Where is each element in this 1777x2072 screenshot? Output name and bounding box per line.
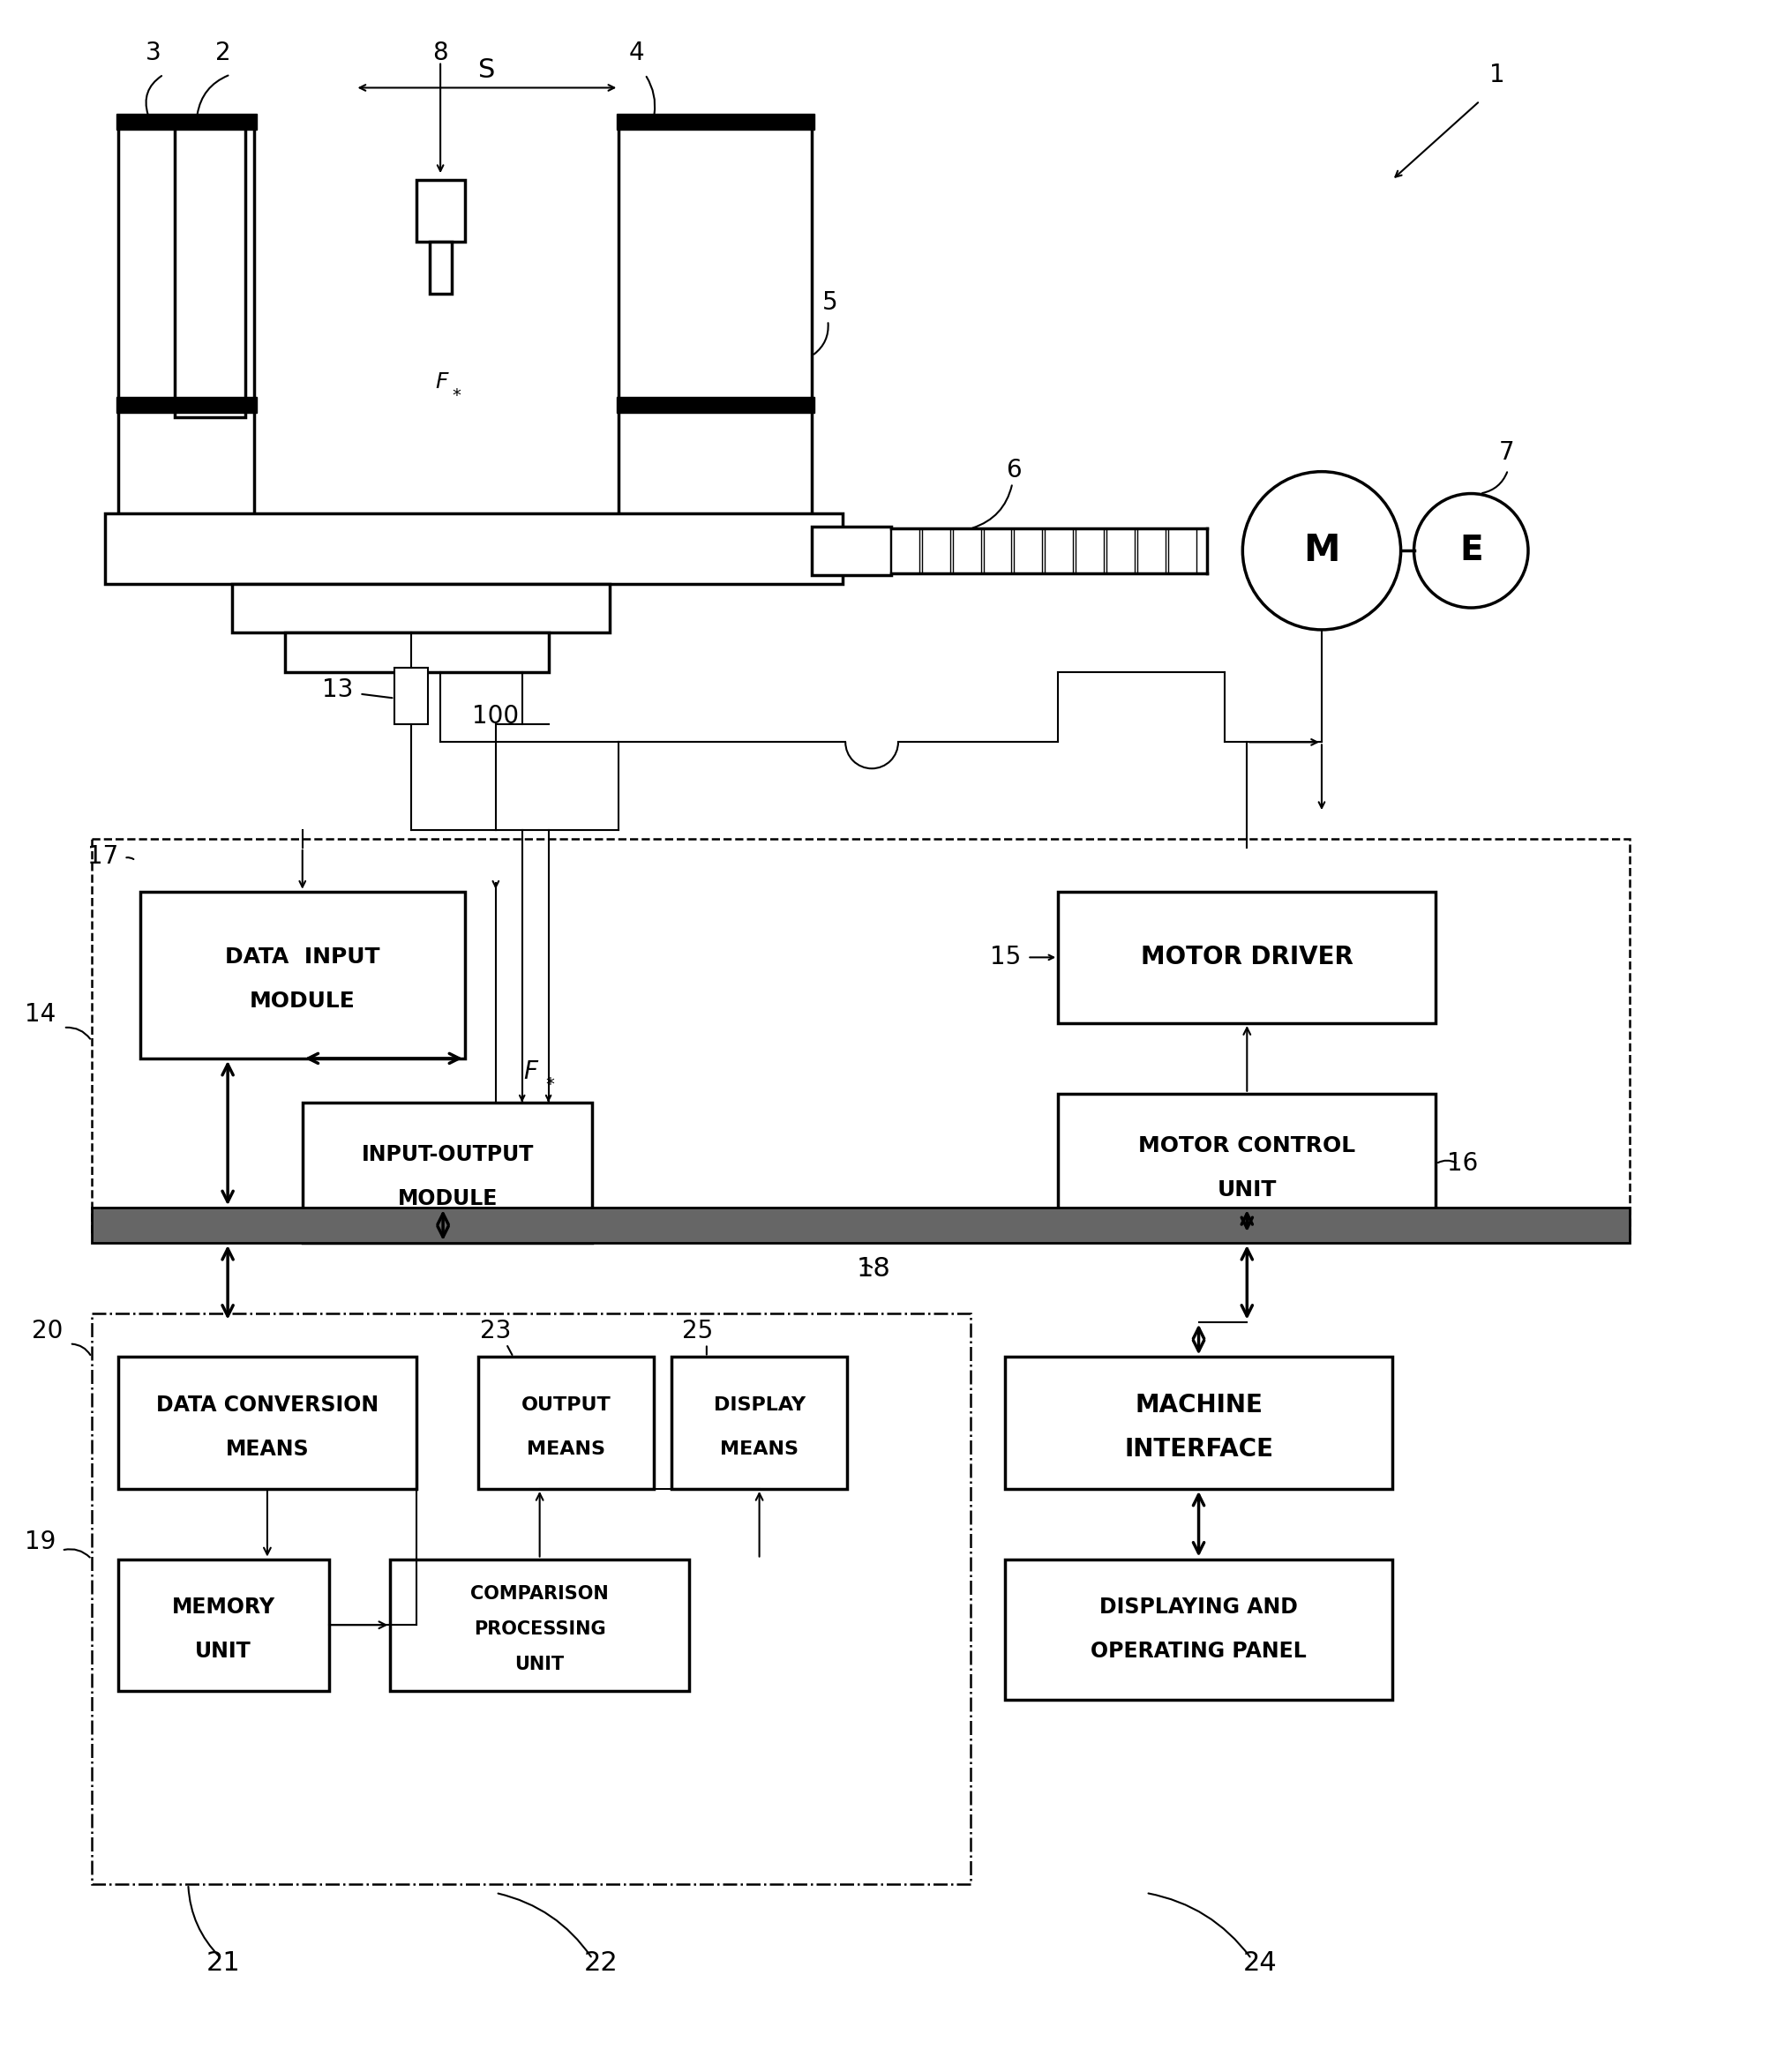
Bar xyxy=(952,528,981,574)
Text: 18: 18 xyxy=(857,1256,890,1283)
Text: MOTOR DRIVER: MOTOR DRIVER xyxy=(1141,945,1354,970)
Bar xyxy=(416,180,466,242)
Text: 13: 13 xyxy=(322,678,354,702)
Bar xyxy=(1045,528,1073,574)
Text: MACHINE: MACHINE xyxy=(1136,1392,1263,1417)
Text: 6: 6 xyxy=(1006,458,1022,483)
Text: 8: 8 xyxy=(432,39,448,64)
Bar xyxy=(92,1208,1630,1243)
Text: 21: 21 xyxy=(206,1950,240,1977)
Text: MODULE: MODULE xyxy=(249,990,355,1011)
Bar xyxy=(1107,528,1134,574)
Bar xyxy=(983,528,1011,574)
Text: 100: 100 xyxy=(473,704,519,727)
Text: 19: 19 xyxy=(25,1529,57,1554)
Text: UNIT: UNIT xyxy=(195,1641,252,1662)
Bar xyxy=(117,118,254,557)
Text: 25: 25 xyxy=(682,1318,713,1343)
Bar xyxy=(617,114,814,131)
Text: DISPLAYING AND: DISPLAYING AND xyxy=(1100,1598,1297,1618)
Bar xyxy=(284,632,549,671)
Bar xyxy=(922,528,951,574)
Bar xyxy=(116,114,256,131)
Text: INPUT-OUTPUT: INPUT-OUTPUT xyxy=(361,1144,533,1167)
Text: UNIT: UNIT xyxy=(1217,1179,1276,1202)
Bar xyxy=(140,891,466,1059)
Bar xyxy=(430,242,451,294)
Text: MODULE: MODULE xyxy=(398,1189,498,1210)
Text: E: E xyxy=(1459,535,1482,568)
Text: DATA CONVERSION: DATA CONVERSION xyxy=(156,1394,379,1415)
Text: M: M xyxy=(1303,533,1340,570)
Bar xyxy=(116,398,256,412)
Bar xyxy=(672,1357,848,1490)
Text: COMPARISON: COMPARISON xyxy=(471,1585,610,1604)
Text: OPERATING PANEL: OPERATING PANEL xyxy=(1091,1641,1306,1662)
Bar xyxy=(478,1357,654,1490)
Bar xyxy=(1137,528,1166,574)
Text: 17: 17 xyxy=(87,843,119,868)
Bar xyxy=(92,1314,970,1883)
Text: MEMORY: MEMORY xyxy=(172,1598,275,1618)
Text: MEANS: MEANS xyxy=(226,1438,309,1461)
Text: 5: 5 xyxy=(821,290,837,315)
Text: 2: 2 xyxy=(215,39,231,64)
Text: F: F xyxy=(524,1059,538,1084)
Bar xyxy=(117,1357,416,1490)
Bar xyxy=(1057,1094,1436,1235)
Bar xyxy=(105,514,842,584)
Text: INTERFACE: INTERFACE xyxy=(1125,1438,1274,1461)
Bar xyxy=(1057,891,1436,1024)
Bar xyxy=(890,528,919,574)
Text: 7: 7 xyxy=(1498,439,1514,464)
Text: 14: 14 xyxy=(25,1003,57,1028)
Bar xyxy=(92,839,1630,1235)
Text: 4: 4 xyxy=(629,39,643,64)
Text: MEANS: MEANS xyxy=(720,1440,798,1459)
Text: F: F xyxy=(435,371,448,392)
Text: DATA  INPUT: DATA INPUT xyxy=(226,947,380,968)
Bar xyxy=(1167,528,1196,574)
Text: 22: 22 xyxy=(585,1950,618,1977)
Bar xyxy=(1015,528,1043,574)
Bar xyxy=(1075,528,1104,574)
Text: 16: 16 xyxy=(1446,1152,1478,1177)
Bar xyxy=(617,398,814,412)
Bar xyxy=(618,118,812,557)
Text: OUTPUT: OUTPUT xyxy=(521,1397,611,1415)
Text: *: * xyxy=(451,387,460,404)
Text: 1: 1 xyxy=(1489,62,1505,87)
Text: 3: 3 xyxy=(146,39,162,64)
Text: UNIT: UNIT xyxy=(515,1656,565,1674)
Bar xyxy=(302,1102,592,1243)
Text: 15: 15 xyxy=(990,945,1022,970)
Bar xyxy=(233,584,610,632)
Text: DISPLAY: DISPLAY xyxy=(713,1397,805,1415)
Text: 23: 23 xyxy=(480,1318,512,1343)
Bar xyxy=(812,526,890,576)
Text: PROCESSING: PROCESSING xyxy=(474,1620,606,1639)
Text: S: S xyxy=(478,58,496,83)
Bar xyxy=(174,118,245,416)
Text: 20: 20 xyxy=(32,1318,64,1343)
Text: 24: 24 xyxy=(1244,1950,1278,1977)
Bar xyxy=(117,1558,329,1691)
Bar xyxy=(391,1558,689,1691)
Bar xyxy=(1006,1558,1391,1699)
Text: MEANS: MEANS xyxy=(526,1440,606,1459)
Bar xyxy=(1006,1357,1391,1490)
Bar xyxy=(394,667,428,725)
Text: MOTOR CONTROL: MOTOR CONTROL xyxy=(1139,1135,1356,1156)
Text: *: * xyxy=(546,1075,554,1094)
